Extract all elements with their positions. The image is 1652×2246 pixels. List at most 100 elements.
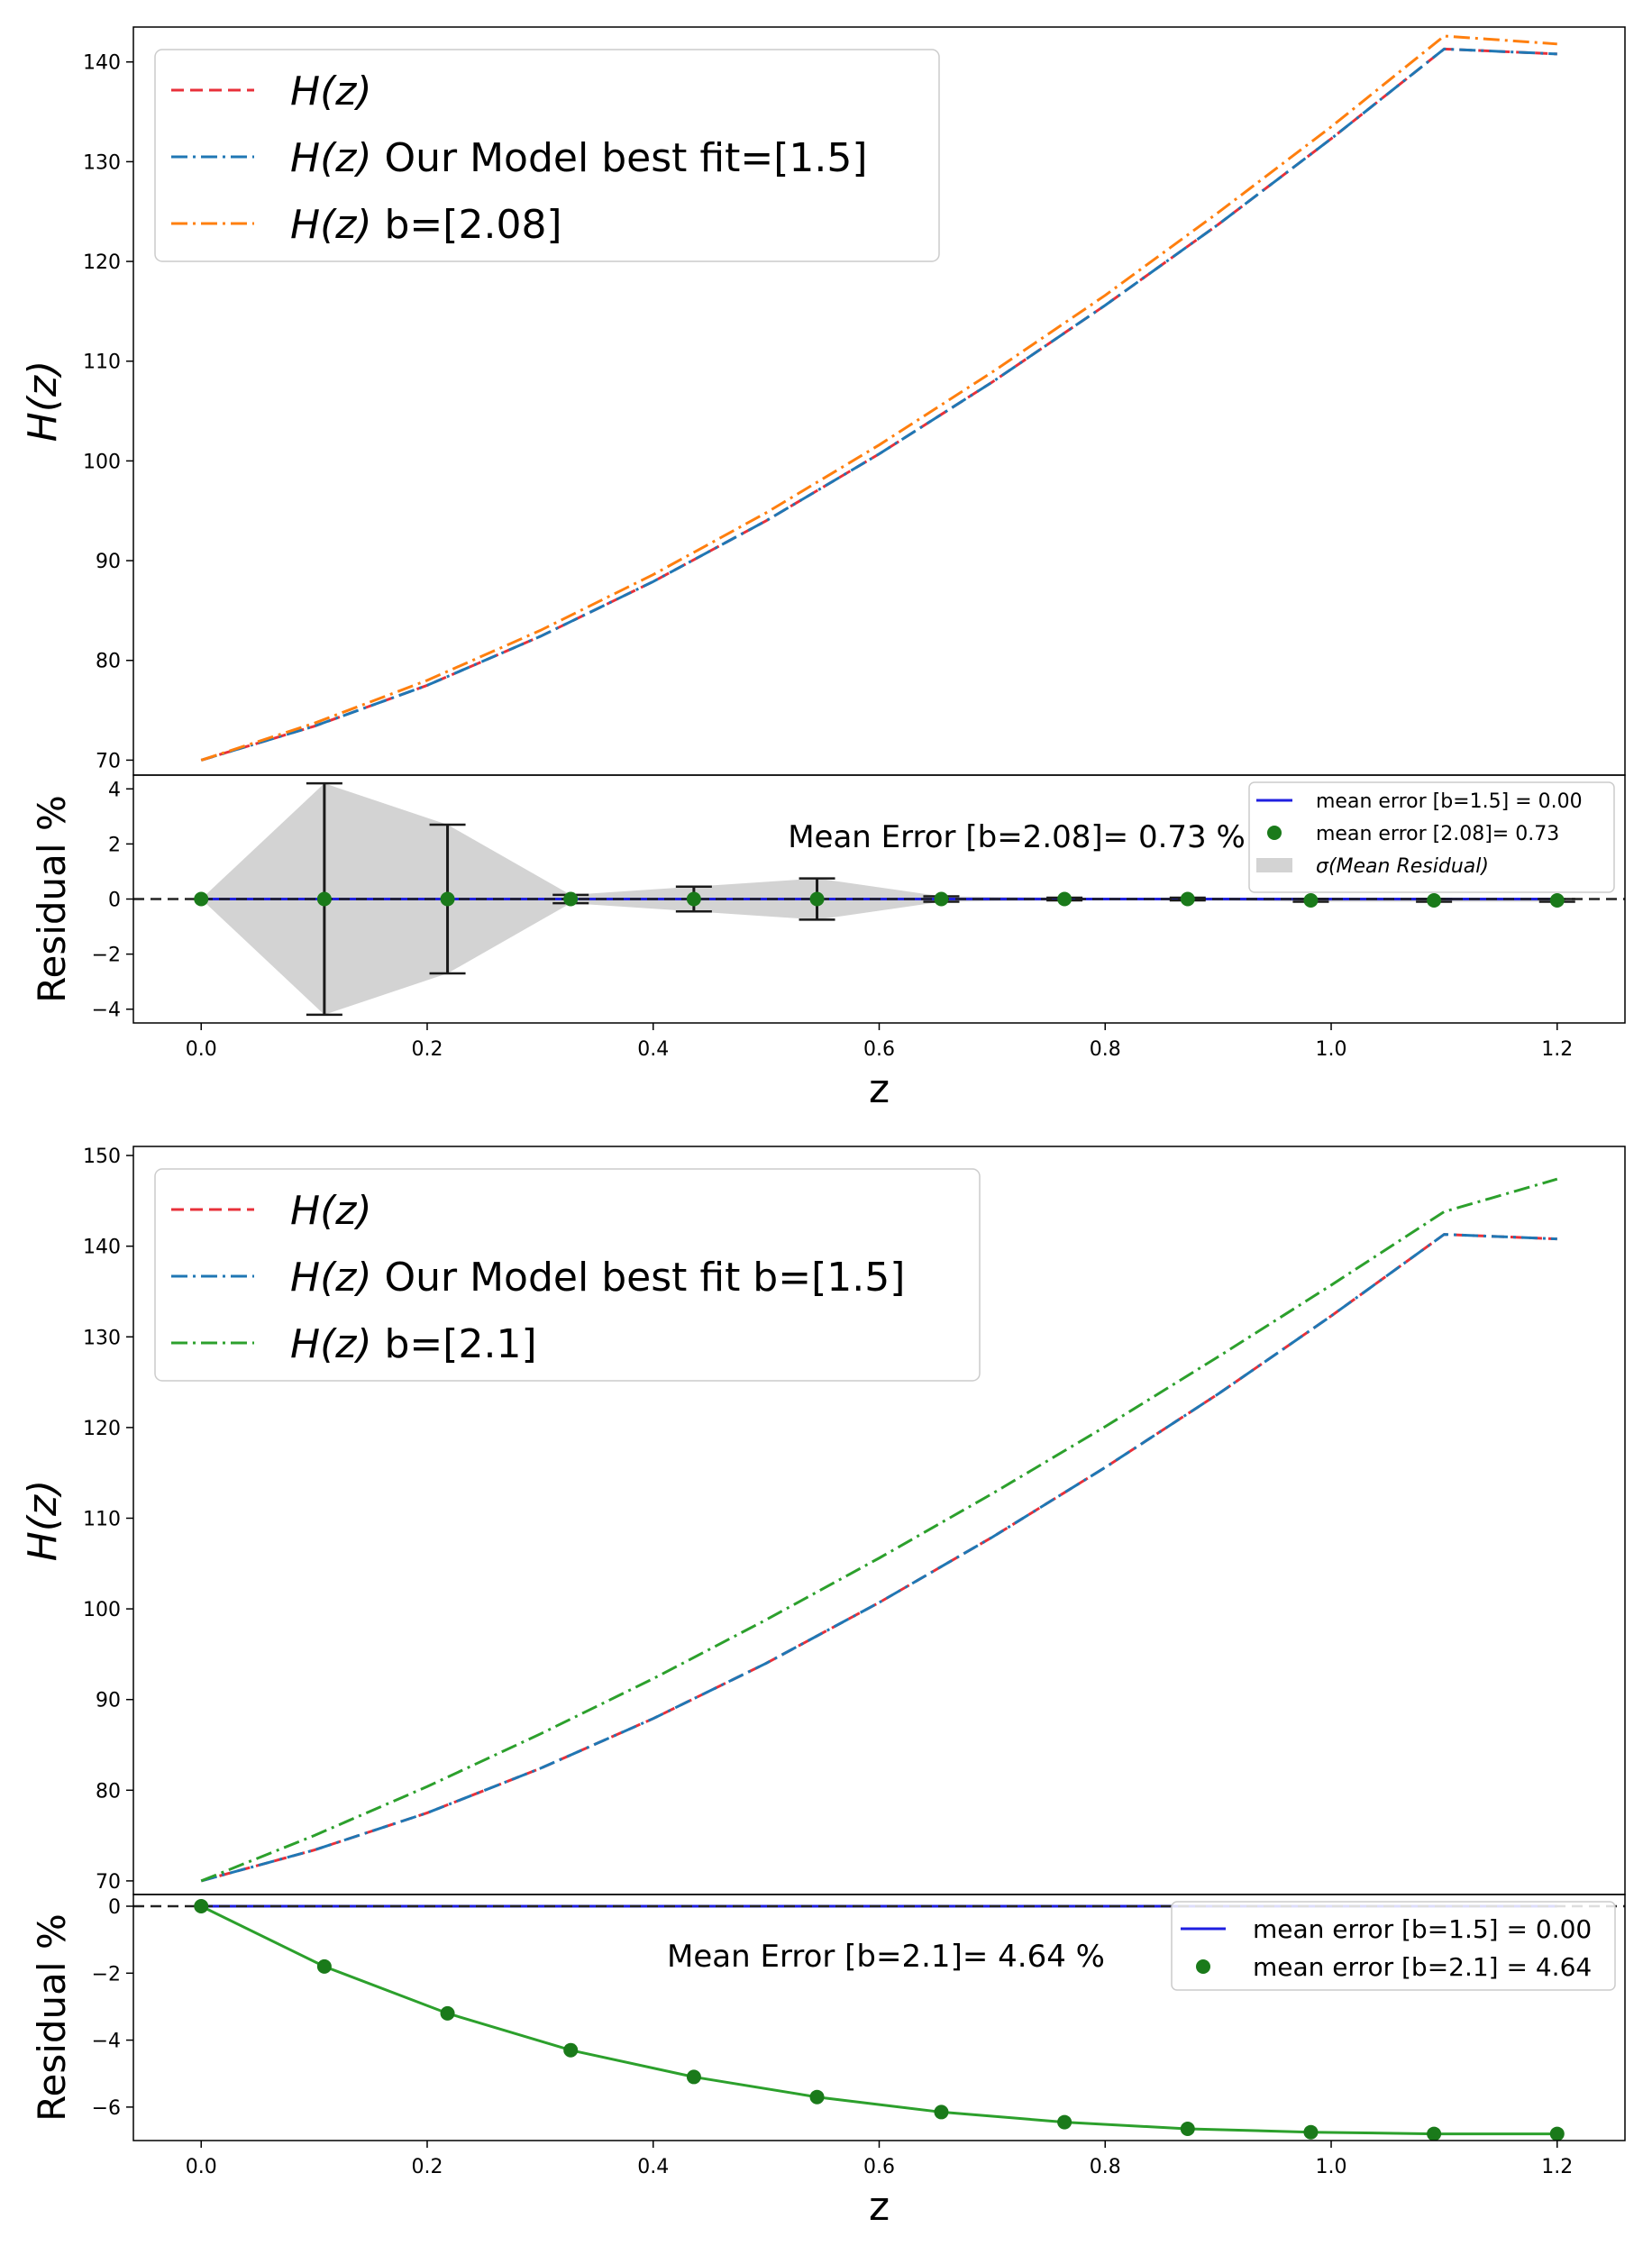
y-axis-label: Residual % [30, 795, 74, 1003]
x-tick-label: 0.4 [637, 2156, 669, 2178]
data-point [440, 2005, 455, 2021]
series-line-2 [200, 34, 1557, 762]
legend: mean error [b=1.5] = 0.00 mean error [2.0… [1248, 781, 1615, 893]
legend-entry-rest: Our Model best fit=[1.5] [372, 135, 868, 181]
y-tick-label: 100 [83, 1599, 121, 1621]
y-tick-label: −2 [92, 1963, 121, 1986]
y-tick-label: −2 [92, 945, 121, 967]
legend-entry-rest: Our Model best fit b=[1.5] [372, 1255, 906, 1301]
legend-entry: mean error [2.08]= 0.73 [1316, 823, 1559, 845]
legend-swatch [1256, 858, 1292, 872]
x-tick-label: 0.8 [1090, 2156, 1121, 2178]
x-tick-label: 1.2 [1541, 1038, 1573, 1061]
panel-bottom-residual: −6 −4 −2 0 0.0 0.2 0.4 0.6 0.8 1.0 1.2 z Residual % M… [30, 1894, 1626, 2230]
x-tick-label: 1.2 [1541, 2156, 1573, 2178]
data-point [194, 1899, 209, 1913]
data-point [1549, 2126, 1565, 2141]
legend-entry: H(z) [290, 1188, 372, 1234]
panel-top-residual: −4 −2 0 2 4 0.0 0.2 0.4 0.6 0.8 1.0 1.2 z Residual % M… [30, 774, 1626, 1112]
y-tick-label: 140 [83, 52, 121, 75]
legend-swatch [1196, 1959, 1210, 1974]
y-tick-label: 120 [83, 251, 121, 274]
y-axis-label: H(z) [20, 1480, 66, 1562]
legend-entry: H(z) Our Model best fit b=[1.5] [290, 1255, 905, 1301]
data-point [1057, 2114, 1072, 2130]
plot-area [200, 34, 1557, 762]
mean-error-annotation: Mean Error [b=2.1]= 4.64 % [667, 1939, 1105, 1975]
series-line-1 [200, 47, 1557, 762]
y-tick-label: 140 [83, 1237, 121, 1259]
y-tick-label: 110 [83, 352, 121, 374]
data-point [1057, 891, 1072, 907]
y-axis-label-math: H(z) [20, 361, 66, 443]
data-point [1549, 893, 1565, 908]
data-point [440, 891, 455, 907]
x-tick-label: 0.6 [863, 2156, 895, 2178]
y-tick-label: 4 [108, 779, 121, 801]
y-tick-label: 90 [96, 551, 121, 573]
legend-entry-math: H(z) [290, 1321, 372, 1367]
legend-entry-math: H(z) [290, 202, 372, 248]
y-axis-label: H(z) [20, 361, 66, 443]
legend-entry: H(z) b=[2.08] [290, 202, 562, 248]
data-point [809, 2089, 825, 2104]
y-axis-label: Residual % [30, 1913, 74, 2122]
legend-entry: σ(Mean Residual) [1316, 855, 1489, 878]
legend: mean error [b=1.5] = 0.00 mean error [b=2… [1171, 1901, 1616, 1991]
x-tick-label: 0.6 [863, 1038, 895, 1061]
legend-box [154, 49, 940, 262]
legend-entry: mean error [b=2.1] = 4.64 [1253, 1952, 1592, 1982]
axes-frame [132, 774, 1626, 1024]
x-axis-label: z [869, 1066, 890, 1112]
legend-box [1171, 1901, 1616, 1991]
plot-area [200, 1177, 1558, 1883]
data-point [1427, 893, 1442, 908]
legend-entry-math: H(z) [290, 1188, 372, 1234]
data-point [934, 891, 949, 907]
legend-entry: H(z) b=[2.1] [290, 1321, 537, 1367]
y-tick-label: 70 [96, 750, 121, 772]
legend-entry-math: H(z) [290, 135, 372, 181]
mean-error-annotation: Mean Error [b=2.08]= 0.73 % [788, 819, 1246, 855]
legend-entry-rest: b=[2.08] [372, 202, 562, 248]
y-tick-label: 70 [96, 1871, 121, 1894]
y-tick-label: 2 [108, 834, 121, 856]
data-point [563, 891, 579, 907]
y-tick-label: 120 [83, 1418, 121, 1440]
series-line-0 [200, 1233, 1557, 1883]
legend-entry: H(z) Our Model best fit=[1.5] [290, 135, 868, 181]
x-axis-label: z [869, 2184, 890, 2230]
data-point [563, 2042, 579, 2058]
legend-entry: mean error [b=1.5] = 0.00 [1316, 790, 1583, 813]
data-point [686, 2069, 701, 2085]
data-point [1180, 891, 1195, 907]
legend-entry: mean error [b=1.5] = 0.00 [1253, 1914, 1592, 1944]
y-tick-label: 110 [83, 1508, 121, 1530]
data-point [1427, 2126, 1442, 2141]
data-point [809, 891, 825, 907]
y-tick-label: 90 [96, 1690, 121, 1712]
y-tick-label: 100 [83, 451, 121, 473]
x-tick-label: 0.0 [186, 1038, 217, 1061]
series-line-2 [200, 1177, 1558, 1883]
legend-box [1248, 781, 1615, 893]
x-tick-label: 1.0 [1316, 1038, 1347, 1061]
y-tick-label: 0 [108, 890, 121, 912]
plot-area [133, 781, 1625, 1017]
x-tick-label: 0.2 [411, 2156, 443, 2178]
y-tick-label: 130 [83, 151, 121, 174]
legend-box [154, 1168, 981, 1382]
y-tick-label: −4 [92, 1000, 121, 1022]
y-tick-label: 130 [83, 1327, 121, 1349]
y-tick-label: 0 [108, 1896, 121, 1919]
legend-entry: H(z) [290, 68, 372, 114]
legend-entry-math: H(z) [290, 68, 372, 114]
legend: H(z)H(z) Our Model best fit b=[1.5]H(z) … [154, 1168, 981, 1382]
legend-swatch [1267, 826, 1282, 840]
axes-frame [132, 1894, 1626, 2141]
x-tick-label: 0.0 [186, 2156, 217, 2178]
legend-entry-math: H(z) [290, 1255, 372, 1301]
